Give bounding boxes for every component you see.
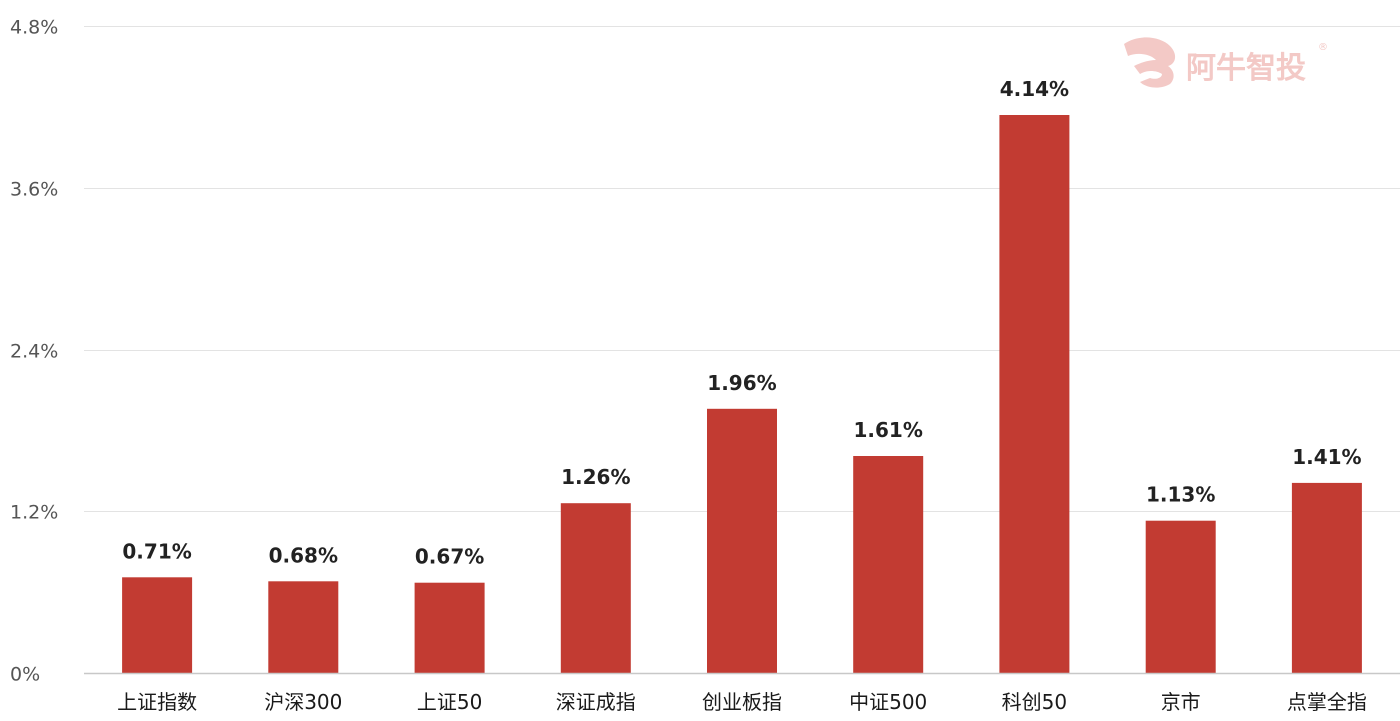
bar-value-label: 1.61% — [854, 418, 923, 442]
y-tick-label: 2.4% — [10, 341, 58, 363]
bar-value-label: 4.14% — [1000, 77, 1069, 101]
bar-value-label: 1.13% — [1146, 483, 1215, 507]
bar-value-label: 1.26% — [561, 465, 630, 489]
x-category-label: 中证500 — [849, 690, 927, 714]
bar — [560, 503, 631, 673]
x-category-label: 京市 — [1161, 690, 1201, 714]
x-category-label: 点掌全指 — [1287, 690, 1367, 714]
x-axis-categories: 上证指数 沪深300 上证50 深证成指 创业板指 中证500 科创50 京市 点掌全指 — [117, 690, 1367, 714]
registered-mark: ® — [1318, 42, 1328, 53]
bar-value-label: 1.41% — [1292, 445, 1361, 469]
watermark-logo: 阿牛智投 ® — [1124, 37, 1328, 88]
y-tick-label: 3.6% — [10, 179, 58, 201]
data-labels: 0.71% 0.68% 0.67% 1.26% 1.96% 1.61% 4.14% 1.13%… — [122, 77, 1361, 569]
x-category-label: 创业板指 — [702, 690, 782, 714]
x-category-label: 深证成指 — [556, 690, 636, 714]
bull-logo-icon — [1124, 37, 1176, 88]
bar-value-label: 1.96% — [707, 371, 776, 395]
y-axis-ticks: 0% 1.2% 2.4% 3.6% 4.8% — [10, 17, 58, 686]
bar-value-label: 0.71% — [122, 539, 191, 563]
x-category-label: 沪深300 — [264, 690, 342, 714]
y-tick-label: 1.2% — [10, 502, 58, 524]
x-category-label: 科创50 — [1002, 690, 1067, 714]
bar — [122, 577, 193, 673]
bar-value-label: 0.68% — [269, 543, 338, 567]
x-category-label: 上证指数 — [117, 690, 197, 714]
bar — [268, 581, 339, 673]
bar — [1291, 482, 1362, 673]
bar — [1145, 520, 1216, 673]
watermark-text: 阿牛智投 — [1186, 51, 1306, 86]
bar — [707, 408, 777, 673]
bar-value-label: 0.67% — [415, 545, 484, 569]
y-tick-label: 0% — [10, 664, 40, 686]
bar — [853, 456, 924, 673]
bar — [999, 115, 1070, 673]
bar — [414, 582, 485, 673]
x-category-label: 上证50 — [417, 690, 482, 714]
y-tick-label: 4.8% — [10, 17, 58, 39]
bars — [122, 115, 1362, 673]
